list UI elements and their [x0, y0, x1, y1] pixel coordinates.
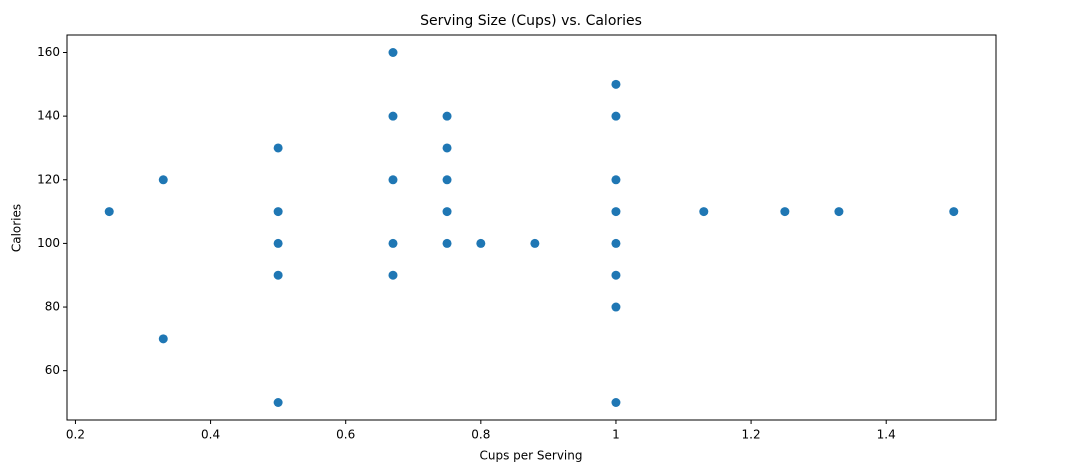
point	[442, 143, 452, 153]
point	[442, 207, 452, 217]
point	[388, 238, 398, 248]
y-tick-label: 100	[37, 236, 60, 250]
chart-title: Serving Size (Cups) vs. Calories	[420, 13, 642, 29]
point	[530, 238, 540, 248]
point	[949, 207, 959, 217]
point	[158, 175, 168, 185]
point	[442, 111, 452, 121]
point	[442, 238, 452, 248]
x-tick-label: 0.2	[66, 428, 85, 442]
point	[611, 238, 621, 248]
x-axis-label: Cups per Serving	[479, 449, 582, 463]
x-tick-label: 0.8	[471, 428, 490, 442]
point	[611, 175, 621, 185]
point	[388, 270, 398, 280]
y-tick-label: 60	[45, 363, 60, 377]
point	[388, 48, 398, 57]
point	[699, 207, 709, 217]
x-tick-label: 1.2	[742, 428, 761, 442]
y-tick-label: 120	[37, 172, 60, 186]
x-tick-label: 0.4	[201, 428, 220, 442]
y-tick-label: 80	[45, 300, 60, 314]
point	[104, 207, 114, 217]
point	[273, 143, 283, 153]
point	[273, 238, 283, 248]
point	[158, 334, 168, 344]
y-axis-label: Calories	[10, 204, 24, 252]
point	[834, 207, 844, 217]
plot-frame	[66, 34, 997, 421]
x-tick-label: 0.6	[336, 428, 355, 442]
x-tick-label: 1	[612, 428, 620, 442]
point	[388, 175, 398, 185]
point	[611, 111, 621, 121]
point	[611, 79, 621, 89]
point	[442, 175, 452, 185]
point	[611, 398, 621, 407]
point	[273, 207, 283, 217]
y-tick-label: 140	[37, 109, 60, 123]
point	[611, 207, 621, 217]
x-tick-label: 1.4	[877, 428, 896, 442]
y-tick-label: 160	[37, 45, 60, 59]
point	[611, 270, 621, 280]
point	[388, 111, 398, 121]
point	[273, 398, 283, 407]
point	[611, 302, 621, 312]
point	[273, 270, 283, 280]
point	[780, 207, 790, 217]
point	[476, 238, 486, 248]
